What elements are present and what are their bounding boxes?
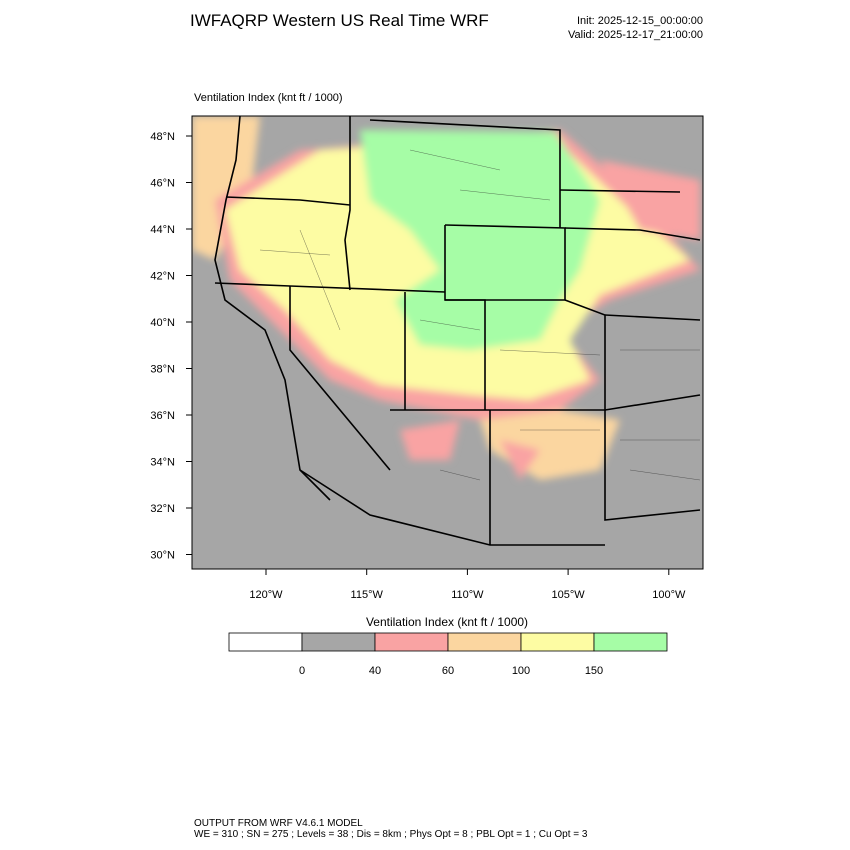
colorbar-box: [593, 632, 668, 652]
lon-label: 120°W: [249, 589, 283, 601]
colorbar-box: [228, 632, 303, 652]
lat-label: 40°N: [150, 317, 175, 329]
colorbar-label: 150: [585, 665, 603, 677]
lon-label: 115°W: [351, 589, 384, 601]
colorbar-label: 40: [369, 665, 381, 677]
colorbar: 0 40 60 100 150: [228, 632, 668, 677]
valid-time: Valid: 2025-12-17_21:00:00: [568, 29, 703, 41]
lat-label: 30°N: [150, 550, 175, 562]
colorbar-label: 0: [299, 665, 305, 677]
lat-label: 32°N: [150, 503, 175, 515]
lat-label: 42°N: [150, 271, 175, 283]
colorbar-title: Ventilation Index (knt ft / 1000): [366, 615, 528, 629]
lat-label: 36°N: [150, 410, 175, 422]
footer-line: WE = 310 ; SN = 275 ; Levels = 38 ; Dis …: [194, 829, 588, 840]
lat-label: 34°N: [150, 457, 175, 469]
colorbar-label: 100: [512, 665, 530, 677]
colorbar-label: 60: [442, 665, 454, 677]
lat-axis: 48°N 46°N 44°N 42°N 40°N 38°N 36°N 34°N 32°N 30°N: [150, 131, 192, 562]
colorbar-box: [374, 632, 449, 652]
lon-axis: 120°W 115°W 110°W 105°W 100°W: [249, 569, 686, 601]
map: [192, 116, 703, 569]
lon-label: 110°W: [451, 589, 484, 601]
map-label: Ventilation Index (knt ft / 1000): [194, 92, 343, 104]
colorbar-box: [447, 632, 522, 652]
lat-label: 46°N: [150, 178, 175, 190]
map-frame: [191, 115, 704, 570]
lat-label: 48°N: [150, 131, 175, 143]
field: [192, 116, 700, 480]
lat-label: 44°N: [150, 224, 175, 236]
lat-label: 38°N: [150, 364, 175, 376]
init-time: Init: 2025-12-15_00:00:00: [577, 15, 703, 27]
lon-label: 100°W: [652, 589, 686, 601]
lon-label: 105°W: [552, 589, 586, 601]
title: IWFAQRP Western US Real Time WRF: [190, 11, 489, 30]
colorbar-box: [520, 632, 595, 652]
footer-line: OUTPUT FROM WRF V4.6.1 MODEL: [194, 818, 363, 829]
boundaries: [214, 116, 701, 546]
colorbar-box: [301, 632, 376, 652]
